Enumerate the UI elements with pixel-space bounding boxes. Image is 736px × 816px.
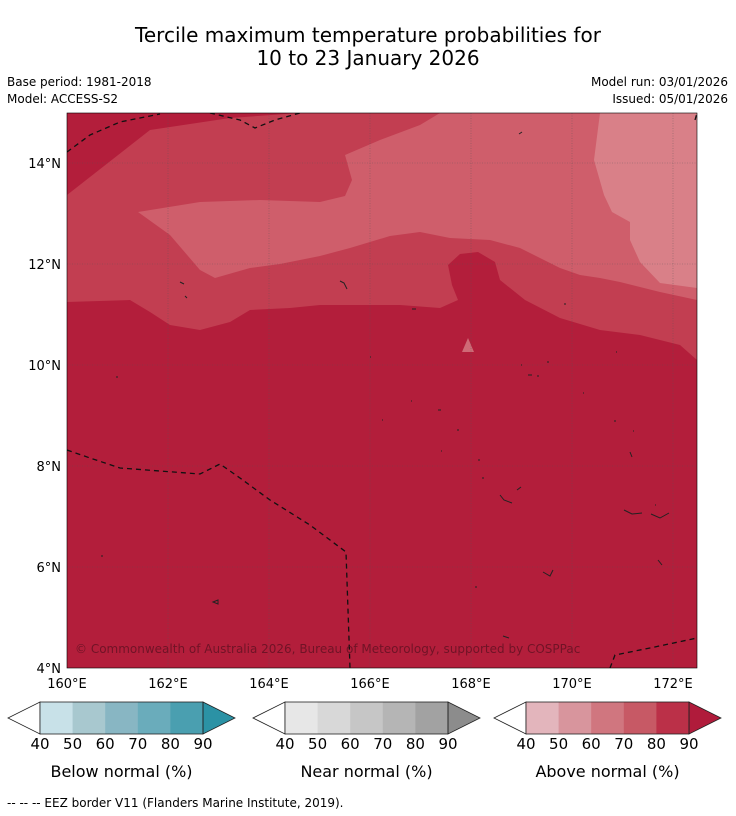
colorbar-frame: [284, 701, 449, 735]
lat-label: 6°N: [37, 561, 62, 576]
colorbar-tick-label: 70: [614, 735, 634, 753]
eez-footer-note: -- -- -- EEZ border V11 (Flanders Marine…: [7, 796, 344, 810]
base-period: Base period: 1981-2018: [7, 75, 152, 89]
lat-label: 12°N: [28, 258, 61, 273]
lon-label: 162°E: [148, 677, 188, 692]
lat-label: 10°N: [28, 359, 61, 374]
lon-label: 170°E: [552, 677, 592, 692]
colorbar-tick-label: 90: [679, 735, 699, 753]
colorbar-tick-label: 90: [193, 735, 213, 753]
colorbar-tick-label: 80: [646, 735, 666, 753]
colorbar-frame: [39, 701, 204, 735]
lon-label: 160°E: [47, 677, 87, 692]
colorbar-swatch: [72, 702, 106, 734]
colorbar-over-arrow: [447, 701, 481, 735]
colorbar-tick-label: 70: [373, 735, 393, 753]
colorbar-tick-label: 80: [405, 735, 425, 753]
colorbar-swatch: [656, 702, 690, 734]
colorbar-swatch: [350, 702, 384, 734]
colorbar-swatch: [137, 702, 171, 734]
lon-label: 166°E: [350, 677, 390, 692]
gridlines: [67, 113, 697, 668]
lat-label: 4°N: [37, 662, 62, 677]
colorbar-title: Near normal (%): [300, 762, 433, 781]
colorbar-swatch: [415, 702, 449, 734]
colorbar-over-arrow: [688, 701, 722, 735]
colorbar-swatch: [526, 702, 559, 734]
colorbar-swatch: [382, 702, 416, 734]
lon-label: 168°E: [451, 677, 491, 692]
copyright-text: © Commonwealth of Australia 2026, Bureau…: [75, 642, 580, 656]
region-above-60-70: [138, 113, 697, 300]
colorbar-swatch: [591, 702, 625, 734]
colorbar-swatch: [170, 702, 204, 734]
model-run: Model run: 03/01/2026: [590, 75, 728, 89]
colorbar-over-arrow: [202, 701, 236, 735]
lon-label: 172°E: [653, 677, 693, 692]
map-plot-area: © Commonwealth of Australia 2026, Bureau…: [67, 113, 697, 668]
colorbar-tick-label: 60: [95, 735, 115, 753]
lat-labels: 14°N 12°N 10°N 8°N 6°N 4°N: [28, 157, 61, 677]
colorbar-tick-label: 60: [581, 735, 601, 753]
colorbar-under-arrow: [252, 701, 286, 735]
colorbar-tick-label: 50: [63, 735, 83, 753]
colorbar-above-normal: [493, 701, 722, 735]
model-name: Model: ACCESS-S2: [7, 92, 119, 106]
lat-label: 8°N: [37, 460, 62, 475]
colorbar-tick-label: 40: [30, 735, 50, 753]
colorbar-swatch: [105, 702, 139, 734]
colorbar-swatch: [40, 702, 73, 734]
islands: [101, 131, 670, 639]
lon-labels: 160°E 162°E 164°E 166°E 168°E 170°E 172°…: [47, 677, 693, 692]
colorbar-swatch: [623, 702, 657, 734]
title-line-2: 10 to 23 January 2026: [256, 46, 480, 70]
eez-borders: [67, 113, 697, 668]
lon-label: 164°E: [249, 677, 289, 692]
colorbar-swatch: [317, 702, 351, 734]
lat-label: 14°N: [28, 157, 61, 172]
colorbar-tick-label: 70: [128, 735, 148, 753]
colorbar-tick-label: 40: [516, 735, 536, 753]
map-frame: [66, 112, 698, 669]
colorbar-swatch: [558, 702, 592, 734]
colorbar-under-arrow: [7, 701, 41, 735]
colorbar-title: Below normal (%): [50, 762, 193, 781]
colorbar-title: Above normal (%): [535, 762, 680, 781]
colorbar-under-arrow: [493, 701, 527, 735]
colorbar-swatch: [285, 702, 318, 734]
colorbar-tick-label: 40: [275, 735, 295, 753]
colorbar-tick-label: 60: [340, 735, 360, 753]
issued-date: Issued: 05/01/2026: [612, 92, 728, 106]
colorbar-below-normal: [7, 701, 236, 735]
colorbar-frame: [525, 701, 690, 735]
colorbar-near-normal: [252, 701, 481, 735]
meta-right: Model run: 03/01/2026 Issued: 05/01/2026: [591, 74, 728, 108]
colorbar-tick-label: 50: [308, 735, 328, 753]
colorbar-tick-label: 90: [438, 735, 458, 753]
title-line-1: Tercile maximum temperature probabilitie…: [135, 23, 601, 47]
region-above-50-60: [594, 113, 697, 288]
meta-left: Base period: 1981-2018 Model: ACCESS-S2: [7, 74, 152, 108]
colorbar-tick-label: 80: [160, 735, 180, 753]
colorbar-tick-label: 50: [549, 735, 569, 753]
